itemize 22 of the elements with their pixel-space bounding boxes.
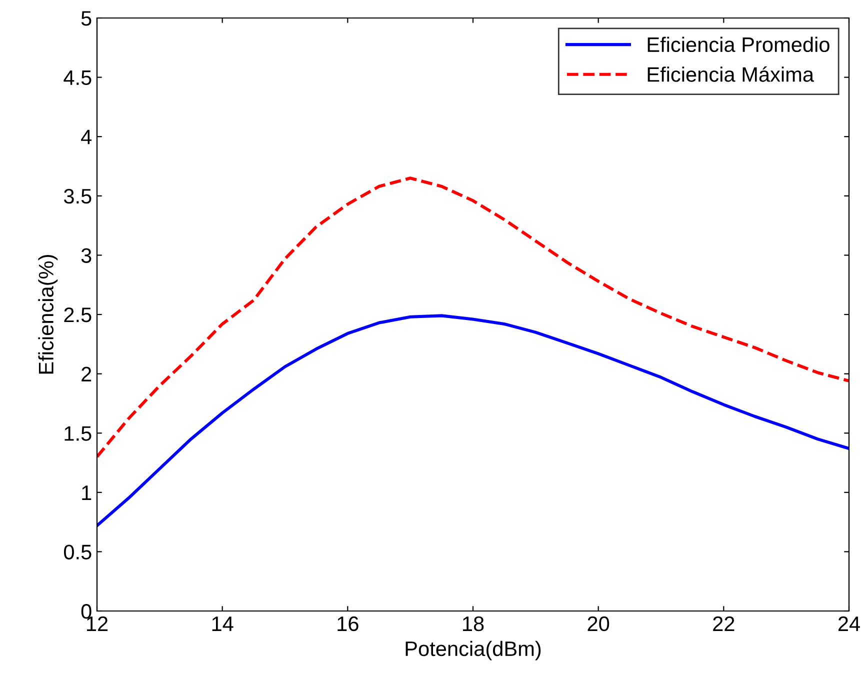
x-tick-label: 24 [838, 616, 860, 631]
x-tick-label: 18 [463, 616, 484, 632]
x-tick-label: 14 [212, 616, 234, 631]
x-tick-label: 16 [338, 616, 358, 632]
line-series [97, 314, 849, 528]
y-axis-title: Eficiencia(%) [38, 255, 58, 374]
x-axis-title: Potencia(dBm) [406, 640, 541, 660]
x-tick-label: 20 [588, 616, 610, 632]
y-tick-label: 0.5 [64, 544, 92, 560]
y-tick-label: 4 [81, 130, 92, 144]
line-series [97, 176, 849, 458]
y-tick-label: 1.5 [64, 426, 92, 441]
x-tick-label: 22 [713, 616, 734, 631]
y-tick-label: 5 [81, 11, 92, 26]
legend-label: Eficiencia Promedio [648, 36, 830, 52]
y-tick-label: 2 [82, 366, 92, 382]
y-tick-label: 2.5 [64, 308, 92, 322]
y-tick-label: 4.5 [64, 70, 92, 86]
y-tick-label: 3 [81, 248, 92, 263]
y-tick-label: 3.5 [64, 188, 92, 204]
y-tick-label: 1 [82, 486, 92, 500]
legend-label: Eficiencia Máxima [648, 66, 814, 82]
